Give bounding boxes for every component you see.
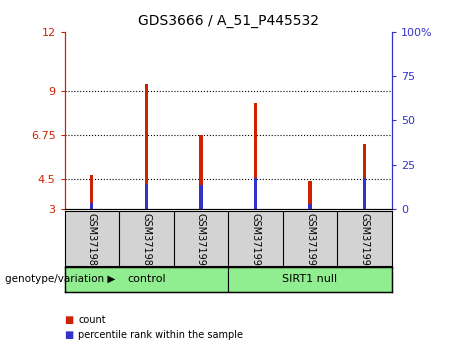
Bar	[308, 204, 312, 209]
Bar	[90, 176, 94, 209]
Text: percentile rank within the sample: percentile rank within the sample	[78, 330, 243, 339]
Text: GSM371990: GSM371990	[196, 213, 206, 272]
Bar	[363, 178, 366, 209]
Bar	[254, 103, 257, 209]
Text: GSM371989: GSM371989	[142, 213, 151, 272]
Bar	[363, 144, 366, 209]
Bar	[199, 135, 202, 209]
Text: GSM371988: GSM371988	[87, 213, 97, 272]
Text: GSM371992: GSM371992	[305, 213, 315, 273]
Bar	[145, 84, 148, 209]
Text: GSM371993: GSM371993	[360, 213, 370, 272]
Text: count: count	[78, 315, 106, 325]
Bar	[308, 181, 312, 209]
Text: ■: ■	[65, 330, 74, 339]
Bar	[199, 185, 202, 209]
Text: genotype/variation ▶: genotype/variation ▶	[5, 274, 115, 284]
Text: GSM371991: GSM371991	[250, 213, 260, 272]
Bar	[228, 267, 392, 292]
Bar	[254, 178, 257, 209]
Text: SIRT1 null: SIRT1 null	[283, 274, 337, 284]
Bar	[90, 203, 94, 209]
Title: GDS3666 / A_51_P445532: GDS3666 / A_51_P445532	[138, 14, 319, 28]
Bar	[65, 267, 228, 292]
Bar	[145, 184, 148, 209]
Text: ■: ■	[65, 315, 74, 325]
Text: control: control	[127, 274, 165, 284]
